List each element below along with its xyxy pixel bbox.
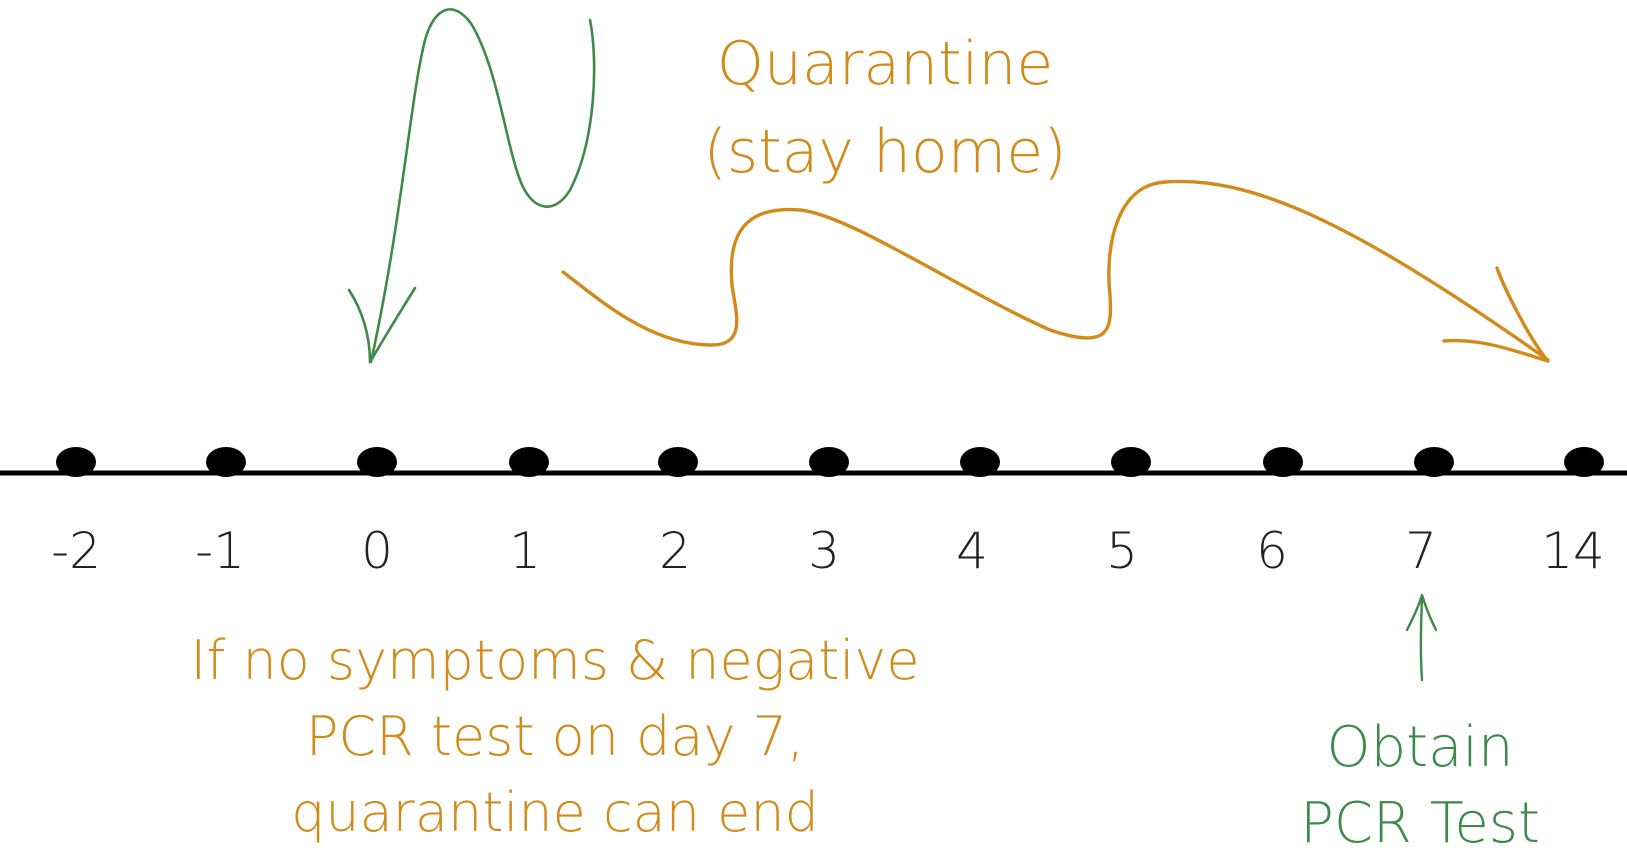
day-label-0: 0 (361, 522, 393, 580)
obtain-test-label: Obtain PCR Test (1250, 710, 1590, 862)
day-marker-5 (1111, 447, 1151, 477)
day-marker-neg1 (206, 447, 246, 477)
day-marker-4 (960, 447, 1000, 477)
obtain-test-line2: PCR Test (1300, 791, 1540, 856)
day-marker-7 (1414, 447, 1454, 477)
end-condition-line3: quarantine can end (291, 781, 819, 844)
day-label-1: 1 (509, 522, 541, 580)
obtain-test-line1: Obtain (1326, 715, 1514, 780)
test-day-arrow (1405, 593, 1438, 682)
day-marker-3 (809, 447, 849, 477)
day-marker-neg2 (56, 447, 96, 477)
day-label-5: 5 (1106, 522, 1138, 580)
day-label-2: 2 (659, 522, 691, 580)
quarantine-label-line1: Quarantine (716, 29, 1054, 99)
test-day-arrow-head (1405, 593, 1438, 632)
quarantine-arrow-head (1442, 266, 1550, 363)
day-markers (56, 447, 1604, 477)
day-marker-2 (658, 447, 698, 477)
exposure-arrow (347, 8, 596, 364)
end-condition-text: If no symptoms & negative PCR test on da… (150, 623, 960, 851)
quarantine-label-line2: (stay home) (703, 117, 1067, 187)
test-day-arrow-shaft (1419, 596, 1424, 682)
day-label-neg2: -2 (51, 522, 101, 580)
day-marker-0 (357, 447, 397, 477)
quarantine-arrow (561, 179, 1550, 363)
day-label-neg1: -1 (195, 522, 245, 580)
day-label-6: 6 (1256, 522, 1288, 580)
day-marker-6 (1263, 447, 1303, 477)
exposure-arrow-shaft (369, 8, 596, 364)
end-condition-line2: PCR test on day 7, (305, 705, 805, 768)
day-label-4: 4 (956, 522, 988, 580)
exposure-arrow-head (347, 286, 417, 364)
end-condition-line1: If no symptoms & negative (190, 629, 920, 692)
quarantine-arrow-shaft (561, 179, 1550, 362)
day-marker-1 (509, 447, 549, 477)
day-label-3: 3 (808, 522, 840, 580)
quarantine-label: Quarantine (stay home) (660, 20, 1110, 196)
day-marker-14 (1564, 447, 1604, 477)
day-label-14: 14 (1541, 522, 1605, 580)
day-label-7: 7 (1405, 522, 1437, 580)
